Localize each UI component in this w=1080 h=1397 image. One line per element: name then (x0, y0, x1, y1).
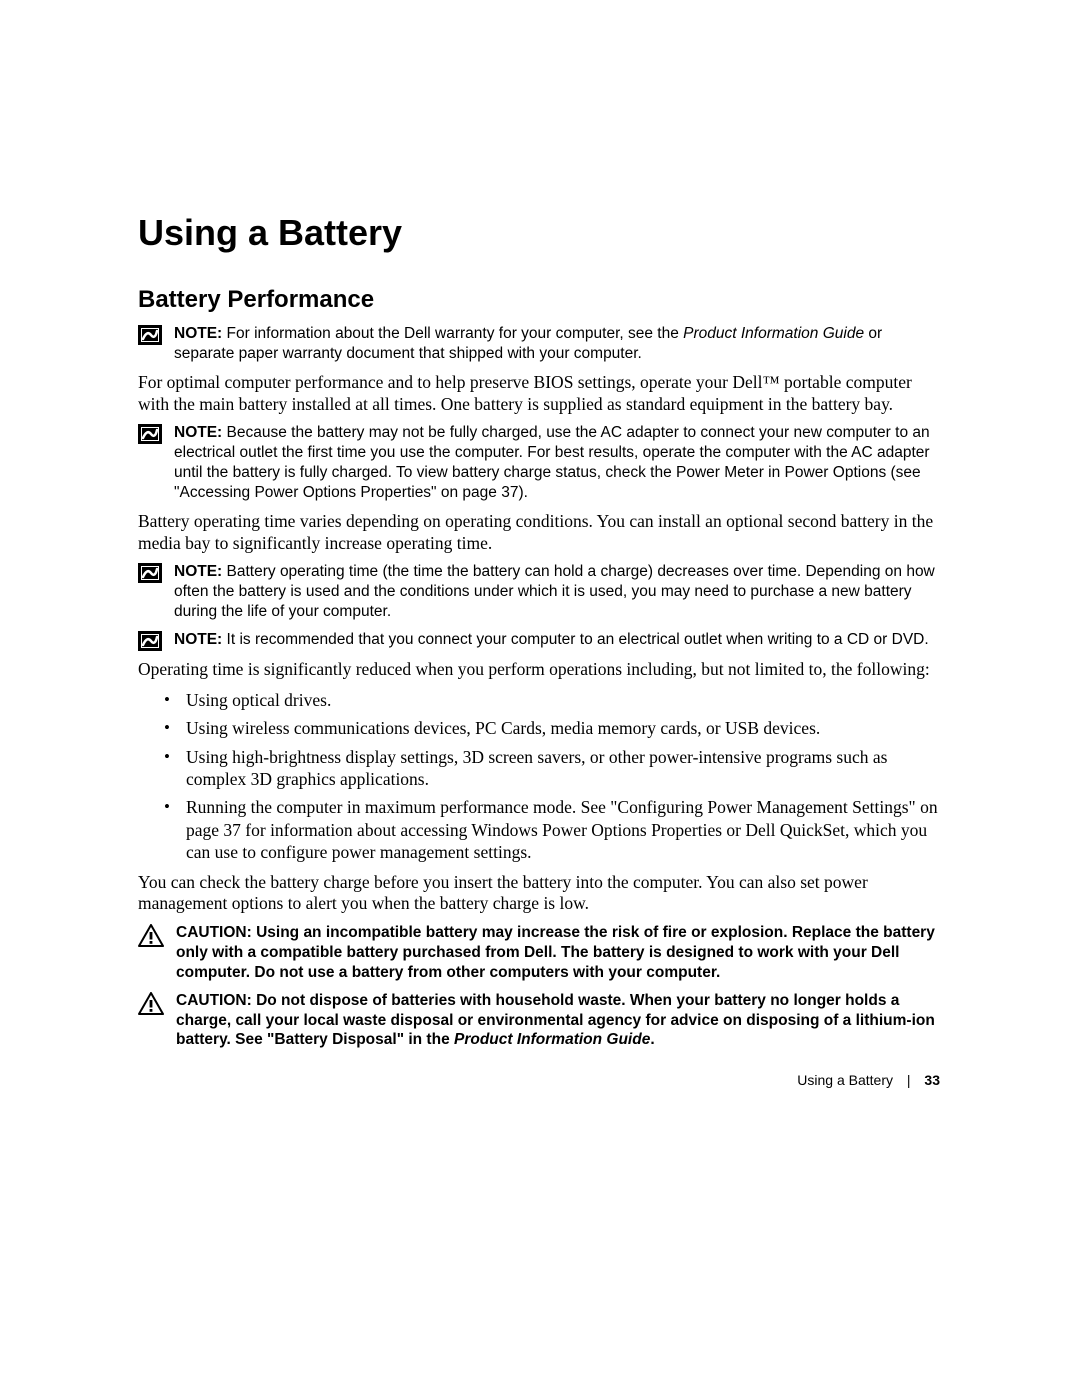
caution2-post: . (650, 1031, 654, 1048)
heading-2: Battery Performance (138, 286, 938, 314)
footer-page-number: 33 (924, 1072, 940, 1088)
note-icon (138, 424, 162, 444)
paragraph-2: Battery operating time varies depending … (138, 511, 938, 555)
heading-1: Using a Battery (138, 212, 938, 254)
paragraph-1: For optimal computer performance and to … (138, 372, 938, 416)
caution-text-1: CAUTION: Using an incompatible battery m… (176, 923, 938, 982)
note2-text: Because the battery may not be fully cha… (174, 424, 930, 500)
list-item: Using wireless communications devices, P… (170, 717, 938, 739)
paragraph-3: Operating time is significantly reduced … (138, 659, 938, 681)
caution2-italic: Product Information Guide (454, 1031, 650, 1048)
caution-icon (138, 992, 164, 1016)
caution-block-1: CAUTION: Using an incompatible battery m… (138, 923, 938, 982)
note-icon (138, 631, 162, 651)
paragraph-4: You can check the battery charge before … (138, 872, 938, 916)
page-content: Using a Battery Battery Performance NOTE… (138, 212, 938, 1058)
note-block-2: NOTE: Because the battery may not be ful… (138, 423, 938, 502)
caution-block-2: CAUTION: Do not dispose of batteries wit… (138, 991, 938, 1050)
note-text-3: NOTE: Battery operating time (the time t… (174, 562, 938, 621)
note-label: NOTE: (174, 424, 227, 441)
note4-text: It is recommended that you connect your … (227, 631, 929, 648)
footer-separator: | (907, 1072, 911, 1088)
note-label: NOTE: (174, 631, 227, 648)
note-icon (138, 563, 162, 583)
note-text-2: NOTE: Because the battery may not be ful… (174, 423, 938, 502)
caution-icon (138, 924, 164, 948)
bullet-list: Using optical drives. Using wireless com… (138, 689, 938, 864)
note-label: NOTE: (174, 563, 227, 580)
list-item: Running the computer in maximum performa… (170, 796, 938, 863)
page-footer: Using a Battery | 33 (797, 1072, 940, 1088)
caution1-text: Using an incompatible battery may increa… (176, 924, 935, 981)
list-item: Using high-brightness display settings, … (170, 746, 938, 791)
note1-pre: For information about the Dell warranty … (227, 325, 684, 342)
footer-title: Using a Battery (797, 1072, 893, 1088)
note-icon (138, 325, 162, 345)
note-block-1: NOTE: For information about the Dell war… (138, 324, 938, 364)
caution-label: CAUTION: (176, 924, 256, 941)
note-label: NOTE: (174, 325, 227, 342)
note-text-1: NOTE: For information about the Dell war… (174, 324, 938, 364)
note3-text: Battery operating time (the time the bat… (174, 563, 935, 620)
list-item: Using optical drives. (170, 689, 938, 711)
note-block-3: NOTE: Battery operating time (the time t… (138, 562, 938, 621)
note1-italic: Product Information Guide (683, 325, 864, 342)
note-text-4: NOTE: It is recommended that you connect… (174, 630, 938, 650)
caution-label: CAUTION: (176, 992, 256, 1009)
note-block-4: NOTE: It is recommended that you connect… (138, 630, 938, 651)
caution-text-2: CAUTION: Do not dispose of batteries wit… (176, 991, 938, 1050)
